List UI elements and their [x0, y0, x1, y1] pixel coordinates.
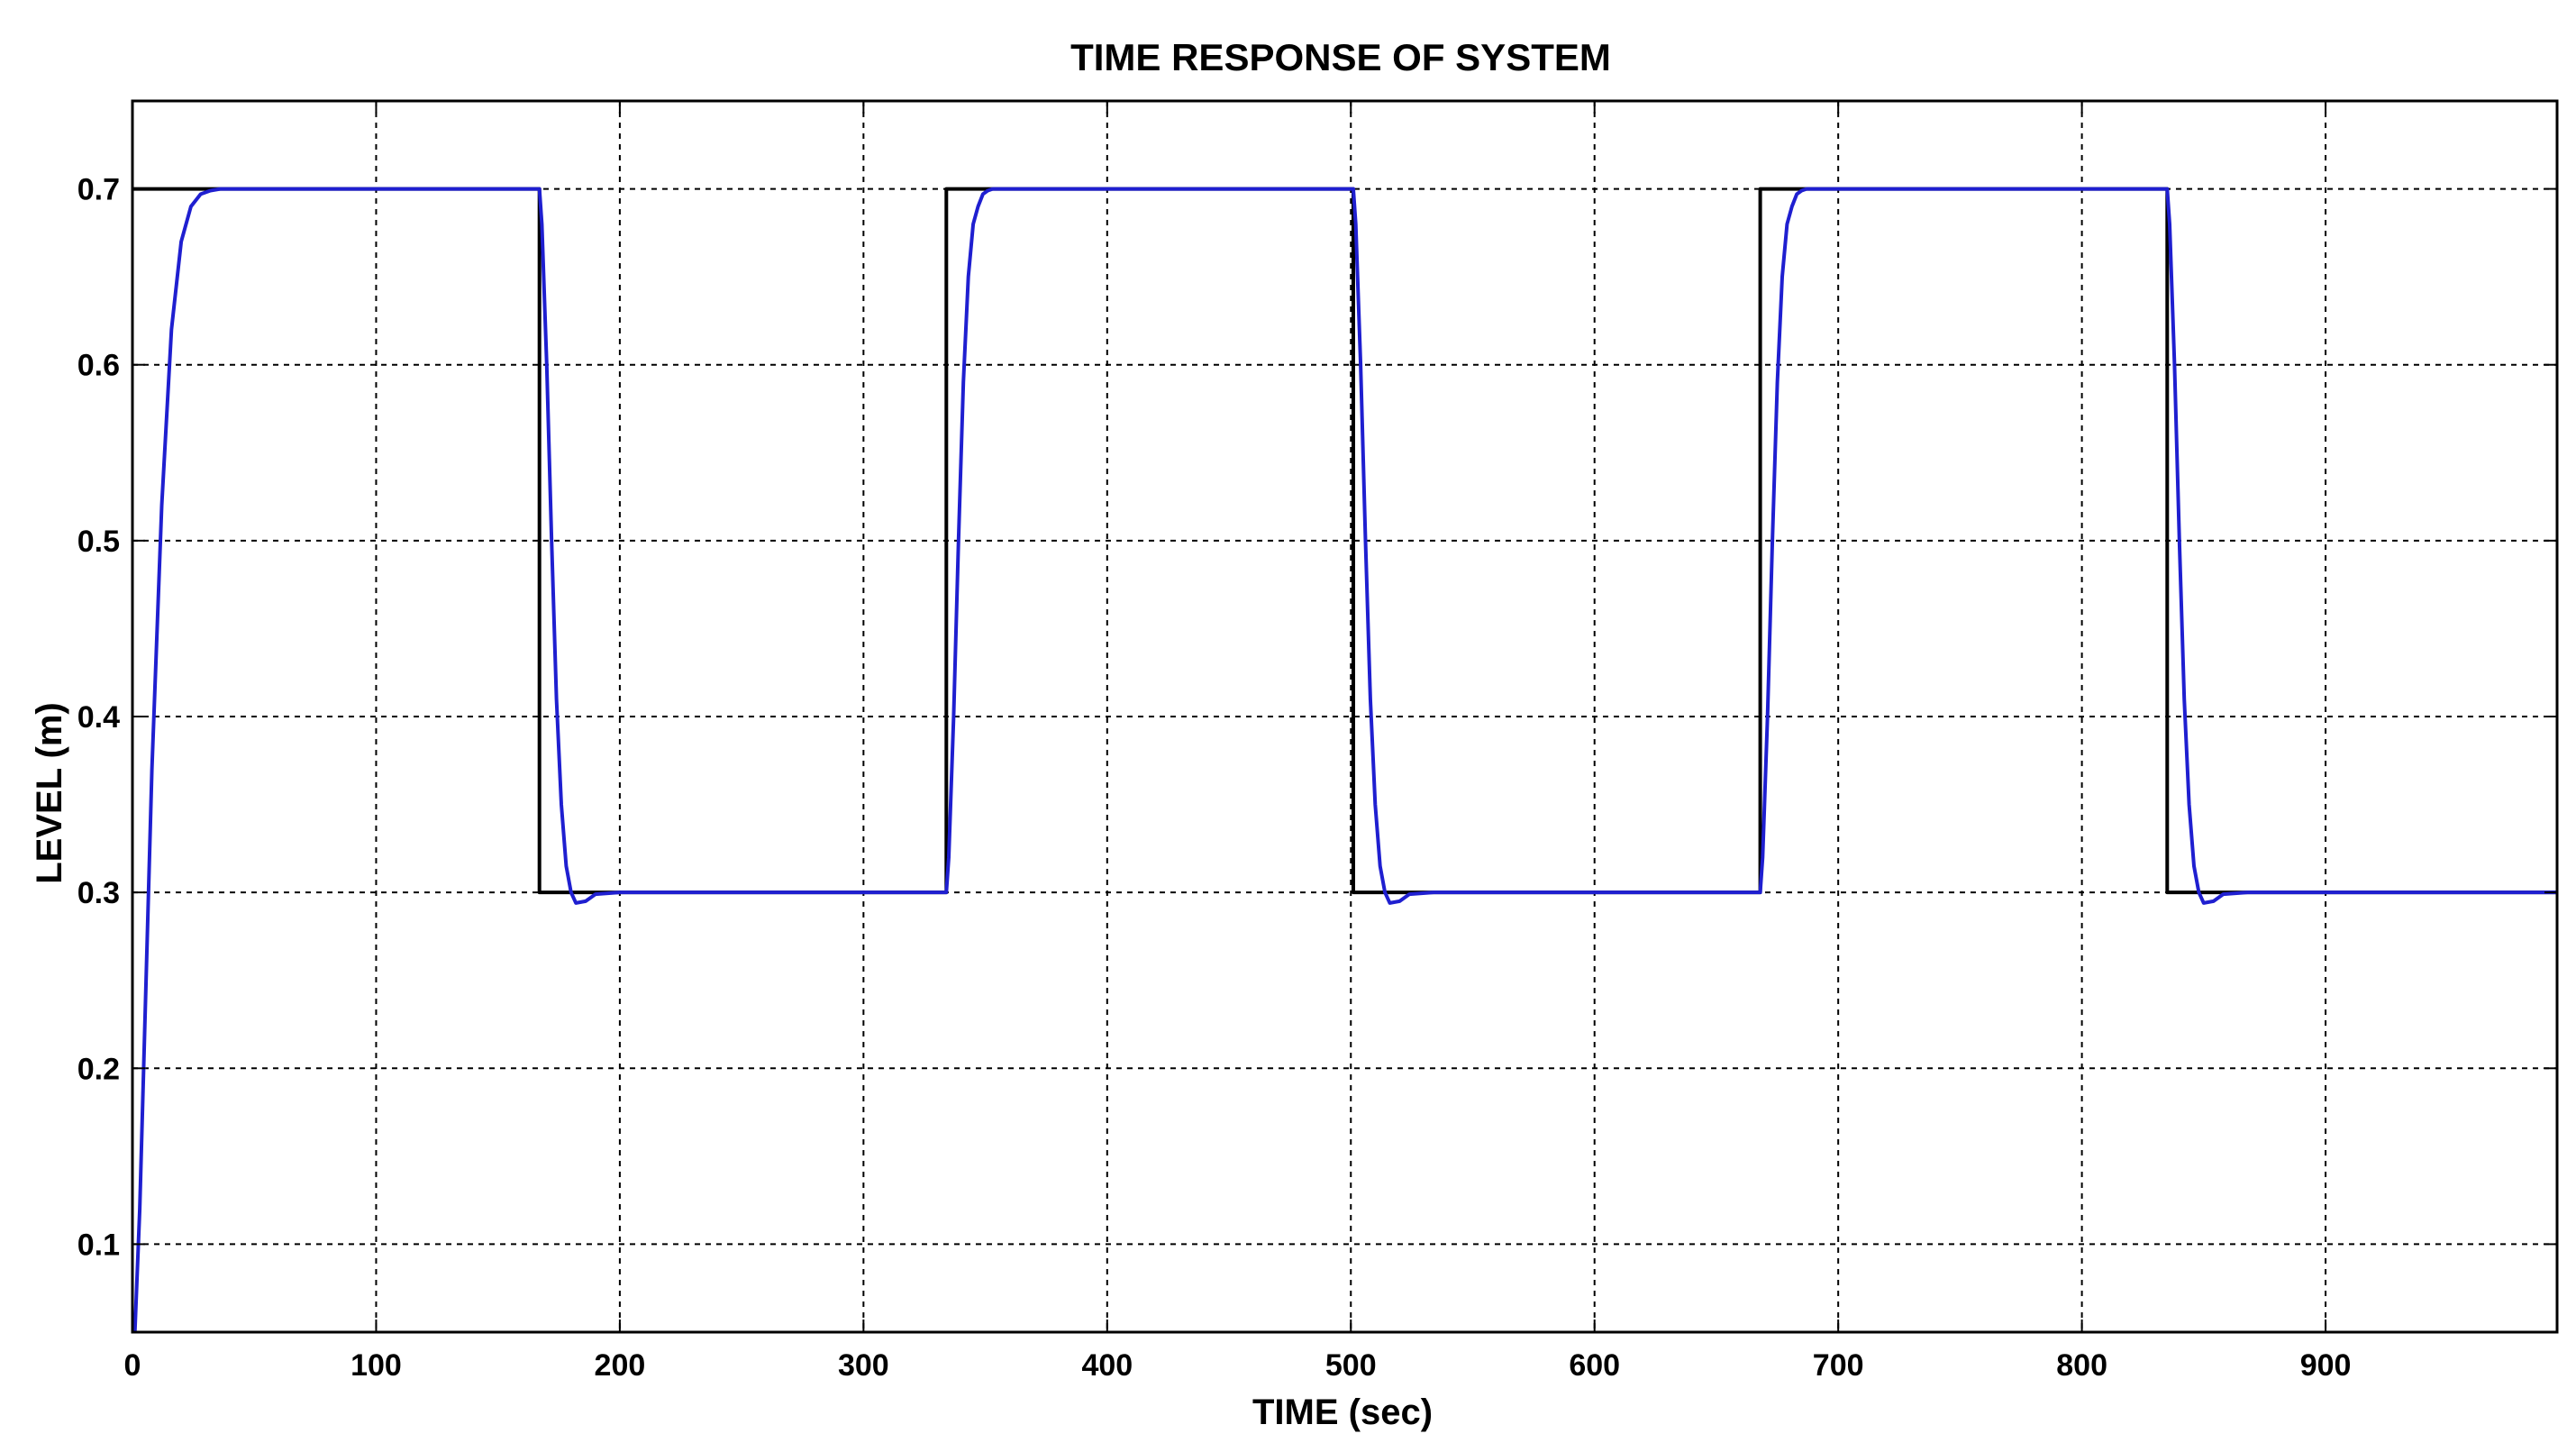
x-tick-label: 0	[124, 1348, 141, 1383]
x-tick-label: 500	[1325, 1348, 1377, 1383]
y-tick-label: 0.6	[77, 349, 120, 383]
y-tick-label: 0.4	[77, 700, 120, 735]
setpoint-series-line	[132, 187, 2557, 895]
x-tick-label: 400	[1081, 1348, 1133, 1383]
y-tick-label: 0.7	[77, 173, 120, 207]
y-tick-label: 0.3	[77, 876, 120, 910]
x-tick-label: 200	[595, 1348, 646, 1383]
x-tick-label: 800	[2056, 1348, 2107, 1383]
y-tick-label: 0.2	[77, 1052, 120, 1086]
x-tick-label: 300	[838, 1348, 889, 1383]
x-axis-label: TIME (sec)	[1252, 1393, 1433, 1432]
x-tick-label: 100	[350, 1348, 402, 1383]
chart-title: TIME RESPONSE OF SYSTEM	[1070, 36, 1611, 78]
y-axis-label: LEVEL (m)	[30, 702, 69, 884]
y-tick-label: 0.1	[77, 1228, 120, 1262]
x-tick-label: 900	[2300, 1348, 2352, 1383]
tick-layer: 0 100 200 300 400 500 600 700 800 900 0.1 0.2 0.3 0.4…	[77, 101, 2557, 1383]
y-tick-label: 0.5	[77, 525, 120, 559]
x-tick-label: 700	[1813, 1348, 1864, 1383]
response-series-line	[132, 187, 2557, 1333]
x-tick-label: 600	[1569, 1348, 1620, 1383]
series-layer	[132, 187, 2557, 1333]
